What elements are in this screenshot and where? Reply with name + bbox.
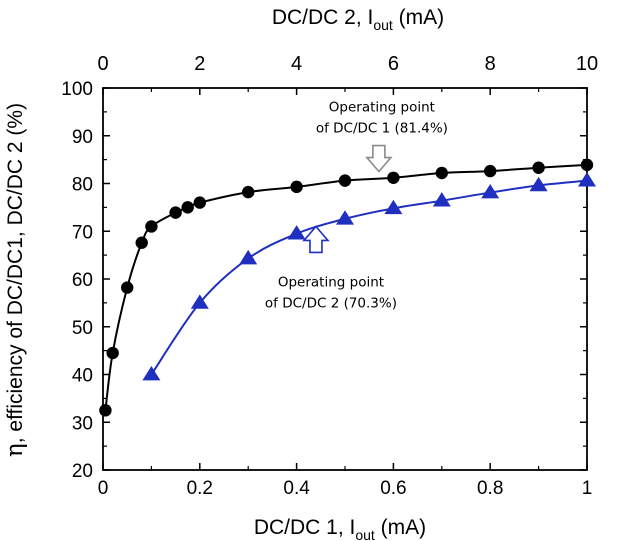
y-tick-label: 60 (72, 270, 93, 291)
series-1-point (435, 166, 448, 180)
top-tick-label: 0 (97, 53, 108, 75)
series-2-point (384, 199, 403, 215)
series-1-point (242, 185, 255, 199)
bottom-tick-label: 0.6 (380, 478, 406, 499)
bottom-tick-label: 0.2 (187, 478, 213, 499)
top-tick-label: 4 (291, 53, 302, 75)
bottom-tick-label: 0 (98, 478, 109, 499)
series-1-point (290, 180, 303, 194)
annotation-1-line2: of DC/DC 1 (81.4%) (316, 121, 448, 137)
series-1-point (135, 236, 148, 249)
series-2-point (142, 365, 161, 381)
annotation-2-line2: of DC/DC 2 (70.3%) (265, 295, 397, 311)
bottom-axis-title: DC/DC 1, Iout (mA) (254, 516, 426, 541)
bottom-tick-label: 1 (582, 478, 593, 499)
series-2-point (336, 210, 354, 225)
top-tick-label: 8 (485, 53, 496, 75)
series-2-point (481, 184, 500, 199)
series-1-point (169, 206, 182, 219)
series-1-point (387, 171, 400, 184)
series-1-line (104, 163, 588, 411)
bottom-tick-label: 0.4 (283, 478, 310, 499)
annotation-2-line1: Operating point (278, 274, 384, 290)
series-1-point (532, 161, 545, 174)
series-1-point (121, 281, 134, 294)
series-1-point (181, 201, 194, 214)
annotation-1-arrow (365, 144, 393, 173)
series-1-point (580, 158, 594, 172)
series-1-point (99, 404, 112, 417)
top-axis-title: DC/DC 2, Iout (mA) (272, 6, 444, 33)
series-2-point (287, 225, 306, 240)
series-2-point (432, 192, 451, 207)
series-1-point (106, 346, 119, 360)
top-tick-label: 2 (194, 53, 205, 75)
series-1-point (484, 164, 497, 178)
y-tick-label: 70 (72, 222, 93, 243)
y-tick-label: 30 (72, 413, 93, 434)
y-tick-label: 50 (72, 318, 93, 339)
series (99, 158, 596, 417)
y-tick-label: 80 (72, 175, 93, 196)
y-tick-label: 90 (72, 127, 93, 148)
annotation-2-arrow (302, 225, 330, 254)
annotation-1-line1: Operating point (329, 100, 435, 116)
series-2-point (529, 176, 548, 192)
series-1-point (145, 220, 158, 233)
series-2-point (190, 294, 209, 309)
y-tick-label: 100 (61, 79, 93, 100)
y-axis-title: η, efficiency of DC/DC1, DC/DC 2 (%) (2, 103, 28, 457)
bottom-tick-label: 0.8 (477, 478, 503, 499)
series-2-point (578, 172, 596, 187)
series-1-point (338, 174, 352, 187)
series-2-point (239, 249, 258, 265)
top-tick-label: 10 (576, 53, 598, 75)
top-tick-label: 6 (388, 53, 399, 75)
annotations: Operating point of DC/DC 1 (81.4%) Operati… (265, 100, 448, 312)
series-1-point (193, 196, 206, 209)
series-2-line (150, 179, 588, 376)
y-tick-label: 20 (72, 461, 93, 482)
y-tick-label: 40 (72, 366, 93, 387)
